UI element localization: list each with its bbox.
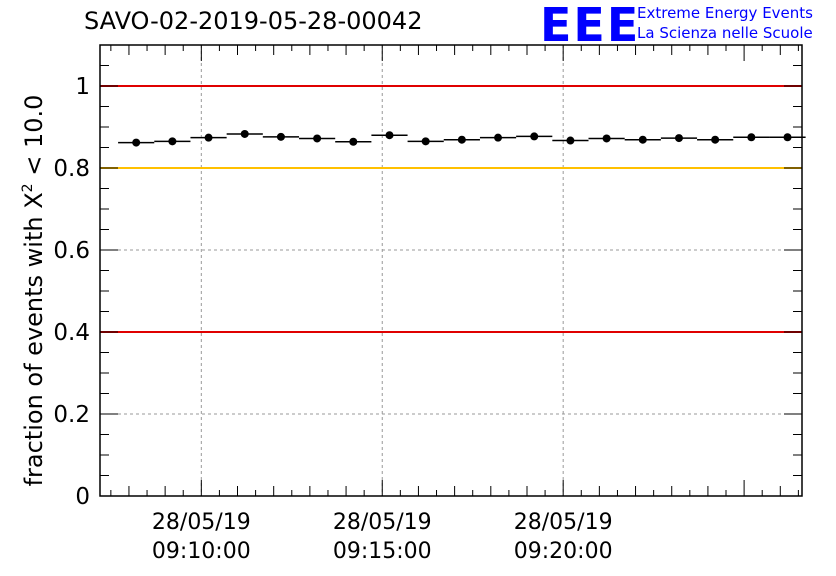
data-point [566, 136, 575, 145]
y-tick-label: 1 [75, 74, 90, 100]
data-point [168, 137, 177, 146]
data-point [711, 135, 720, 144]
logo-tagline-line1: Extreme Energy Events [637, 4, 813, 22]
data-point [457, 135, 466, 144]
data-point [204, 133, 213, 142]
data-point [530, 132, 539, 141]
x-tick-label-date: 28/05/19 [333, 510, 432, 535]
data-point [313, 134, 322, 143]
x-tick-label-time: 09:20:00 [514, 539, 613, 564]
data-point [385, 131, 394, 140]
y-tick-label: 0 [75, 484, 90, 510]
x-tick-label-time: 09:15:00 [333, 539, 432, 564]
logo-tagline-line2: La Scienza nelle Scuole [637, 24, 813, 42]
x-tick-label-date: 28/05/19 [152, 510, 251, 535]
y-axis-label: fraction of events with X2 < 10.0 [20, 95, 48, 487]
chart-title: SAVO-02-2019-05-28-00042 [84, 7, 423, 35]
data-point [783, 133, 792, 142]
y-axis-label-suffix: < 10.0 [20, 95, 48, 184]
data-point [638, 135, 647, 144]
y-axis-label-prefix: fraction of events with [20, 209, 48, 487]
y-tick-label: 0.8 [53, 156, 90, 182]
data-point [494, 133, 503, 142]
data-point [602, 134, 611, 143]
plot-frame [99, 44, 803, 497]
y-tick-label: 0.2 [53, 402, 90, 428]
data-point [132, 138, 141, 147]
y-tick-label: 0.6 [53, 238, 90, 264]
data-point [421, 137, 430, 146]
y-axis-label-superscript: 2 [20, 183, 36, 192]
data-point [276, 132, 285, 141]
data-point [349, 137, 358, 146]
y-axis-label-symbol: X [20, 192, 48, 208]
x-tick-label-time: 09:10:00 [152, 539, 251, 564]
eee-logo: EEE [540, 0, 641, 52]
y-tick-label: 0.4 [53, 320, 90, 346]
x-tick-label-date: 28/05/19 [514, 510, 613, 535]
data-point [747, 133, 756, 142]
data-point [674, 134, 683, 143]
data-point [240, 129, 249, 138]
